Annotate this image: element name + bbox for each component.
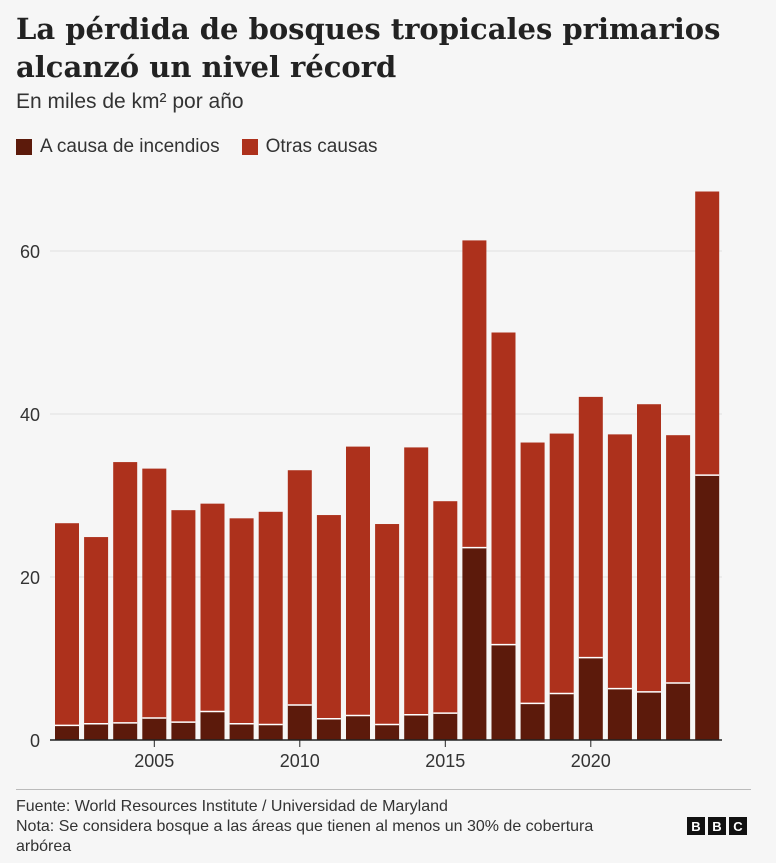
bar-other-segment (113, 462, 138, 723)
bar-other-segment (84, 537, 109, 724)
bbc-logo-letter: C (729, 817, 747, 835)
definition-note: Nota: Se considera bosque a las áreas qu… (16, 818, 594, 855)
bar-other-segment (607, 434, 632, 689)
bar-other-segment (578, 396, 603, 658)
x-tick-label: 2010 (280, 751, 320, 771)
legend-label-other: Otras causas (265, 136, 378, 157)
x-tick-label: 2020 (571, 751, 611, 771)
x-tick-label: 2015 (425, 751, 465, 771)
bar-fire-segment (200, 711, 225, 740)
bar-fire-segment (666, 682, 691, 740)
bar-fire-segment (84, 723, 109, 740)
legend: A causa de incendios Otras causas (16, 136, 400, 158)
bar-other-segment (433, 501, 458, 714)
bar-other-segment (142, 468, 167, 718)
bar-fire-segment (404, 714, 429, 740)
legend-item-fire: A causa de incendios (16, 136, 220, 158)
bar-fire-segment (142, 717, 167, 740)
y-tick-label: 40 (20, 405, 40, 425)
bar-fire-segment (171, 722, 196, 740)
legend-swatch-fire (16, 139, 32, 155)
bar-fire-segment (346, 715, 370, 740)
bar-fire-segment (55, 725, 79, 740)
bar-fire-segment (113, 722, 138, 740)
bbc-logo: B B C (684, 817, 747, 835)
bar-fire-segment (520, 703, 545, 740)
bar-fire-segment (229, 723, 254, 740)
stacked-bar-chart: 0 20 40 60 2005 2010 2015 2020 (20, 191, 722, 771)
bar-fire-segment (433, 713, 458, 740)
legend-item-other: Otras causas (241, 136, 378, 158)
bar-other-segment (695, 191, 720, 476)
bar-other-segment (520, 442, 545, 704)
bar-fire-segment (491, 644, 516, 740)
bar-fire-segment (607, 688, 632, 740)
y-tick-label: 0 (30, 731, 40, 751)
bar-fire-segment (578, 657, 603, 740)
legend-swatch-other (241, 139, 258, 155)
bar-other-segment (171, 510, 196, 723)
bar-fire-segment (549, 693, 574, 740)
bar-fire-segment (258, 724, 283, 740)
y-tick-label: 20 (20, 568, 40, 588)
bar-other-segment (316, 515, 341, 719)
bar-fire-segment (375, 724, 400, 740)
bar-other-segment (258, 511, 283, 725)
bar-fire-segment (316, 718, 341, 740)
bar-other-segment (462, 240, 487, 548)
legend-label-fire: A causa de incendios (40, 136, 220, 157)
bar-fire-segment (462, 547, 487, 740)
bar-other-segment (375, 524, 400, 725)
bar-other-segment (287, 470, 312, 705)
bar-other-segment (637, 404, 661, 692)
chart-subtitle: En miles de km² por año (16, 90, 244, 113)
bar-other-segment (491, 332, 516, 645)
bar-other-segment (346, 446, 370, 716)
bar-other-segment (666, 435, 691, 683)
source-note: Fuente: World Resources Institute / Univ… (16, 798, 448, 815)
bar-other-segment (404, 447, 429, 715)
bar-fire-segment (695, 475, 720, 740)
footer: Fuente: World Resources Institute / Univ… (16, 797, 636, 857)
chart-title: La pérdida de bosques tropicales primari… (16, 12, 721, 84)
footer-divider (16, 789, 751, 790)
bar-other-segment (549, 433, 574, 694)
bar-fire-segment (637, 691, 661, 740)
bbc-logo-letter: B (708, 817, 726, 835)
bar-other-segment (55, 523, 79, 726)
x-tick-label: 2005 (134, 751, 174, 771)
bar-fire-segment (287, 704, 312, 740)
bar-other-segment (229, 518, 254, 724)
bbc-logo-letter: B (687, 817, 705, 835)
y-tick-label: 60 (20, 242, 40, 262)
bar-other-segment (200, 503, 225, 712)
